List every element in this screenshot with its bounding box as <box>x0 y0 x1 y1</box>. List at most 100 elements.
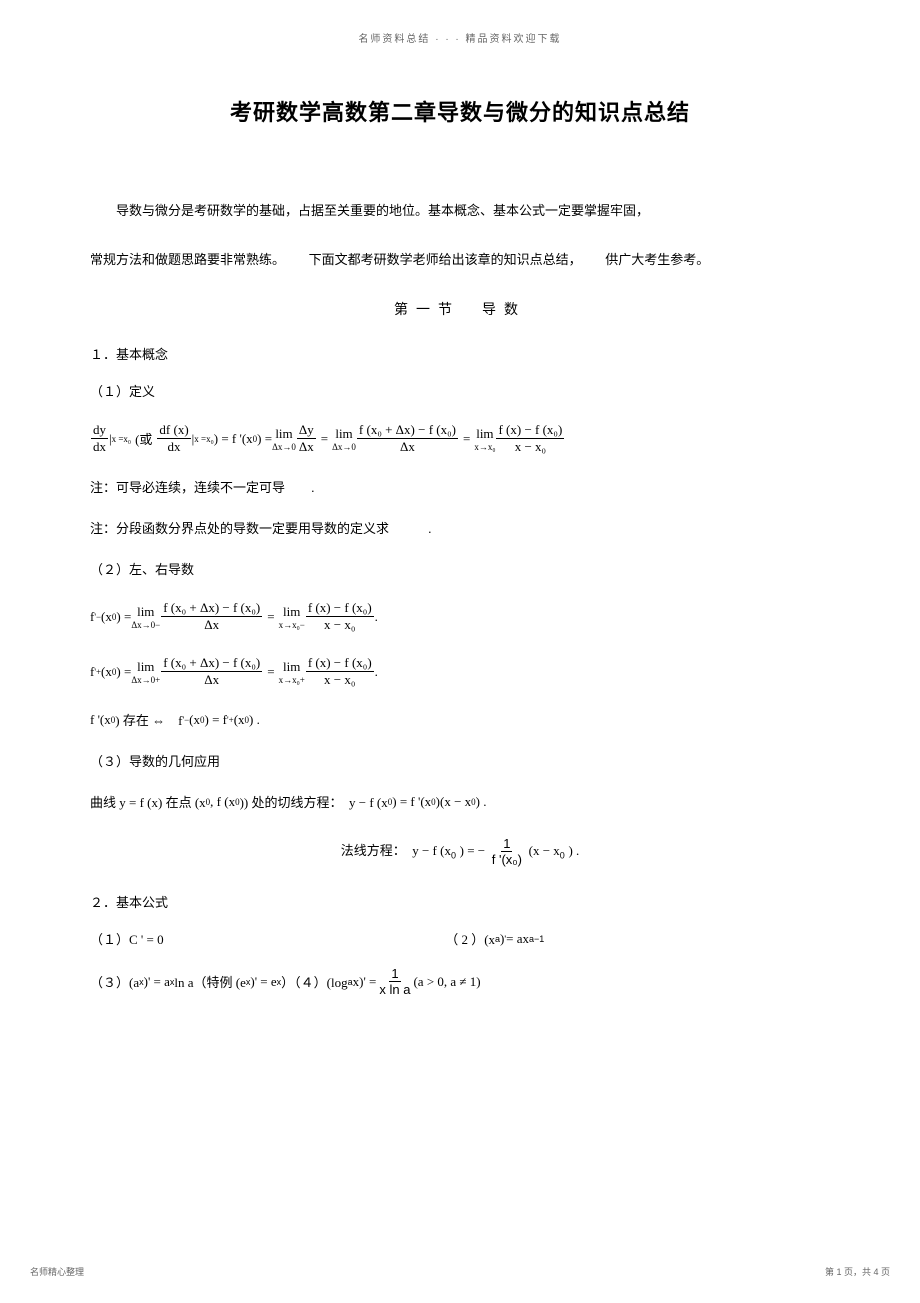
intro-text-2c: 供广大考生参考。 <box>605 252 709 267</box>
den-delta: Δx <box>398 439 417 455</box>
lim-top-r1: lim <box>137 659 154 675</box>
intro-text-2a: 常规方法和做题思路要非常熟练。 <box>90 252 285 267</box>
formula-1-text: （１）C ' = 0 <box>90 929 164 948</box>
num-delta: f (x₀ + Δx) − f (x₀) <box>357 422 458 439</box>
footer-right: 第 1 页，共 4 页 <box>825 1265 890 1278</box>
lim-right-2: lim x→x₀+ <box>279 659 305 685</box>
exists-e: (x <box>234 712 245 728</box>
sup-am1: a−1 <box>529 934 544 944</box>
lim-left-1: lim Δx→0− <box>131 604 160 630</box>
lim-top-r2: lim <box>283 659 300 675</box>
formula-3b: )' = a <box>144 974 170 990</box>
lim-bot-r2: x→x₀+ <box>279 675 305 685</box>
lim-3: lim x→x₀ <box>474 426 495 452</box>
lim-top-1: lim <box>275 426 292 442</box>
intro-paragraph-2: 常规方法和做题思路要非常熟练。 下面文都考研数学老师给出该章的知识点总结， 供广… <box>90 246 830 275</box>
curve-a: 曲线 y = f (x) 在点 (x <box>90 792 206 811</box>
lim-top-l1: lim <box>137 604 154 620</box>
frac-normal: 1 f '(x₀) <box>490 836 524 867</box>
normal-tail: (x − x <box>529 843 560 858</box>
lim-left-2: lim x→x₀− <box>279 604 305 630</box>
lim-1: lim Δx→0 <box>272 426 296 452</box>
eq-l: = <box>267 609 274 625</box>
lim-bot-2: Δx→0 <box>332 442 356 452</box>
period-r: . <box>375 664 378 680</box>
formula-3f: x)' = <box>353 974 377 990</box>
num-dfx: df (x) <box>157 422 190 439</box>
frac-dydx: dy dx <box>91 422 108 455</box>
curve-e: )(x − x <box>436 794 472 810</box>
lim-2: lim Δx→0 <box>332 426 356 452</box>
intro-text-2b: 下面文都考研数学老师给出该章的知识点总结， <box>309 252 582 267</box>
formula-row-2: （３）(ax )' = ax ln a（特例 (ex )' = ex ）（４）(… <box>90 966 830 997</box>
exists-a: f '(x <box>90 712 111 728</box>
lim-top-3: lim <box>476 426 493 442</box>
exists-c: (x <box>189 712 200 728</box>
den-fx: x − x₀ <box>513 439 548 455</box>
eq-2: = <box>463 431 470 447</box>
intro-paragraph-1: 导数与微分是考研数学的基础，占据至关重要的地位。基本概念、基本公式一定要掌握牢固… <box>90 197 830 226</box>
sub0-n1: 0 <box>451 851 456 861</box>
sub0-n2: 0 <box>560 851 565 861</box>
heading-basic-formulas: ２．基本公式 <box>90 892 830 911</box>
right-derivative: f '+(x0) = lim Δx→0+ f (x₀ + Δx) − f (x₀… <box>90 655 830 688</box>
lim-top-2: lim <box>335 426 352 442</box>
formula-1: （１）C ' = 0 <box>90 929 445 948</box>
fminus-close: ) = <box>116 609 131 625</box>
curve-f: ) . <box>476 794 487 810</box>
num-left-2: f (x) − f (x₀) <box>306 600 374 617</box>
formula-2a: （ 2 ）(x <box>445 929 495 948</box>
num-left-1: f (x₀ + Δx) − f (x₀) <box>161 600 262 617</box>
period-l: . <box>375 609 378 625</box>
den-right-1: Δx <box>202 672 221 688</box>
left-derivative: f '−(x0) = lim Δx→0− f (x₀ + Δx) − f (x₀… <box>90 600 830 633</box>
formula-3a: （３）(a <box>90 972 139 991</box>
sub-xx0-1: x =x₀ <box>112 434 131 444</box>
den-left-1: Δx <box>202 617 221 633</box>
den-left-2: x − x₀ <box>322 617 357 633</box>
den-dx3: Δx <box>297 439 316 455</box>
subheading-geom: （３）导数的几何应用 <box>90 751 830 770</box>
heading-basic-concepts: １．基本概念 <box>90 344 830 363</box>
frac-delta: f (x₀ + Δx) − f (x₀) Δx <box>357 422 458 455</box>
lim-bot-l1: Δx→0− <box>131 620 160 630</box>
lim-bot-3: x→x₀ <box>474 442 495 452</box>
page-title: 考研数学高数第二章导数与微分的知识点总结 <box>90 95 830 127</box>
frac-left-1: f (x₀ + Δx) − f (x₀) Δx <box>161 600 262 633</box>
normal-end: ) . <box>568 843 579 858</box>
intro-text-1: 导数与微分是考研数学的基础，占据至关重要的地位。基本概念、基本公式一定要掌握牢固… <box>116 203 649 218</box>
exists-b: ) 存在 ⇔ f <box>115 710 182 729</box>
normal-line: 法线方程： y − f (x0 ) = − 1 f '(x₀) (x − x0 … <box>90 836 830 867</box>
tangent-line: 曲线 y = f (x) 在点 (x0 , f (x0 )) 处的切线方程： y… <box>90 792 830 811</box>
lim-right-1: lim Δx→0+ <box>131 659 160 685</box>
den-log: x ln a <box>377 982 412 997</box>
num-right-1: f (x₀ + Δx) − f (x₀) <box>161 655 262 672</box>
lim-top-l2: lim <box>283 604 300 620</box>
frac-dydx2: Δy Δx <box>297 422 316 455</box>
note-1: 注：可导必连续，连续不一定可导 . <box>90 477 830 496</box>
frac-left-2: f (x) − f (x₀) x − x₀ <box>306 600 374 633</box>
note-2: 注：分段函数分界点处的导数一定要用导数的定义求 . <box>90 518 830 537</box>
definition-formula: dy dx |x =x₀ (或 df (x) dx |x =x₀ ) = f '… <box>90 422 830 455</box>
num-log: 1 <box>389 966 400 982</box>
fplus-x0: (x <box>101 664 112 680</box>
den-dx: dx <box>91 439 108 455</box>
exists-d: ) = f <box>204 712 227 728</box>
formula-3e: ）（４）(log <box>281 972 347 991</box>
fminus-x0: (x <box>101 609 112 625</box>
def-close2: ) = <box>257 431 272 447</box>
lim-bot-r1: Δx→0+ <box>131 675 160 685</box>
frac-dfxdx: df (x) dx <box>157 422 190 455</box>
frac-right-2: f (x) − f (x₀) x − x₀ <box>306 655 374 688</box>
normal-mid: ) = − <box>460 843 486 858</box>
num-fx: f (x) − f (x₀) <box>496 422 564 439</box>
frac-right-1: f (x₀ + Δx) − f (x₀) Δx <box>161 655 262 688</box>
curve-d: ) = f '(x <box>392 794 431 810</box>
normal-label: 法线方程： y − f (x <box>341 843 451 858</box>
den-right-2: x − x₀ <box>322 672 357 688</box>
subheading-definition: （１）定义 <box>90 381 830 400</box>
num-dy: dy <box>91 422 108 439</box>
formula-3-4: （３）(ax )' = ax ln a（特例 (ex )' = ex ）（４）(… <box>90 966 830 997</box>
formula-2: （ 2 ）(xa )' = axa−1 <box>445 929 830 948</box>
eq-1: = <box>321 431 328 447</box>
